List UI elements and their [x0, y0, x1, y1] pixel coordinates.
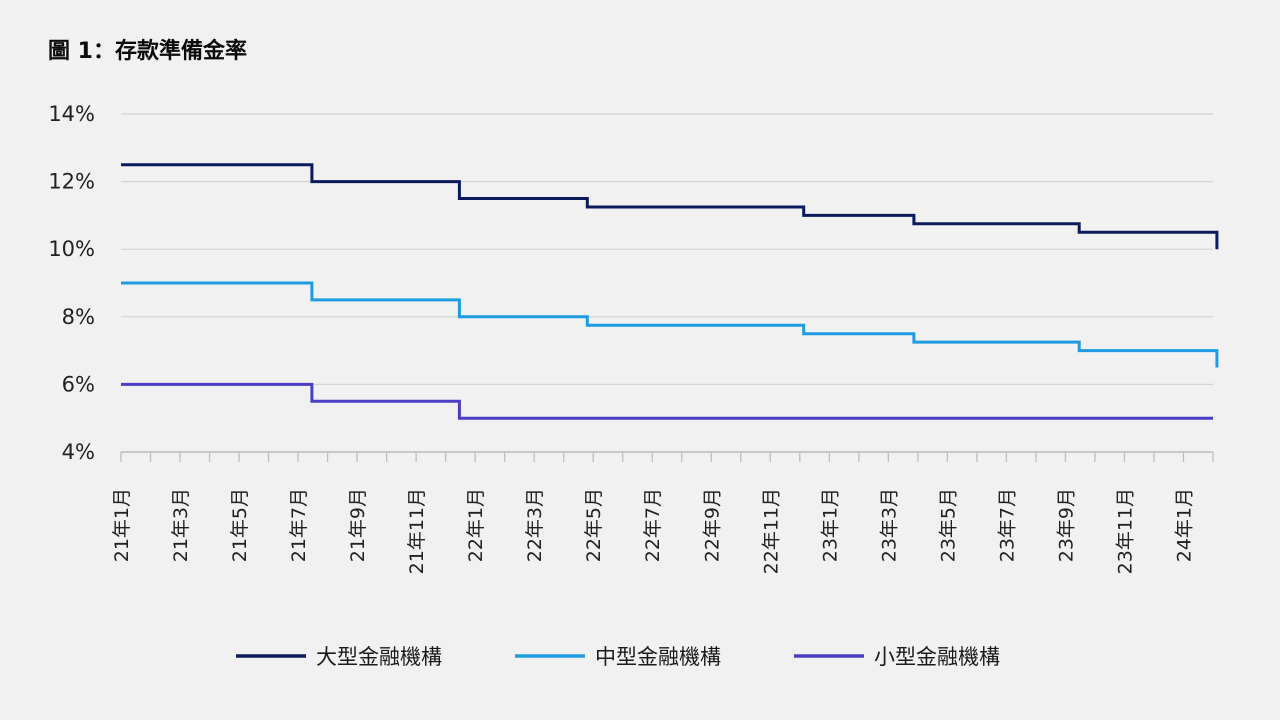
x-tick-label: 23年3月 [878, 488, 900, 562]
y-axis: 4% 6% 8% 10% 12% 14% [48, 102, 95, 464]
legend-label: 大型金融機構 [316, 645, 442, 669]
series-line-1 [121, 163, 1219, 250]
x-tick-label: 23年5月 [937, 488, 959, 562]
x-tick-label: 21年7月 [288, 488, 310, 562]
series-line-2 [121, 281, 1219, 368]
legend: 大型金融機構 中型金融機構 小型金融機構 [236, 645, 1000, 669]
x-tick-label: 23年9月 [1055, 488, 1077, 562]
y-tick-label: 6% [62, 372, 95, 396]
x-tick-label: 23年1月 [819, 488, 841, 562]
x-tick-label: 22年1月 [465, 488, 487, 562]
x-tick-label: 23年7月 [996, 488, 1018, 562]
x-tick-label: 22年5月 [583, 488, 605, 562]
x-axis: 21年1月 21年3月 21年5月 21年7月 21年9月 21年11月 22年1月 22年3… [111, 451, 1214, 574]
x-tick-label: 21年11月 [406, 488, 428, 574]
series-layer [121, 163, 1219, 420]
y-tick-label: 14% [48, 102, 95, 126]
x-tick-label: 24年1月 [1173, 488, 1195, 562]
y-tick-label: 10% [48, 237, 95, 261]
x-tick-label: 22年3月 [524, 488, 546, 562]
x-tick-label: 21年1月 [111, 488, 133, 562]
series-line-3 [121, 382, 1213, 420]
legend-label: 小型金融機構 [874, 645, 1000, 669]
x-tick-label: 21年5月 [229, 488, 251, 562]
x-tick-label: 22年9月 [701, 488, 723, 562]
y-tick-label: 12% [48, 170, 95, 194]
y-tick-label: 4% [62, 440, 95, 464]
x-tick-label: 22年7月 [642, 488, 664, 562]
x-tick-label: 21年9月 [347, 488, 369, 562]
x-tick-label: 23年11月 [1114, 488, 1136, 574]
chart-title: 圖 1：存款準備金率 [48, 39, 247, 64]
x-tick-label: 22年11月 [760, 488, 782, 574]
legend-label: 中型金融機構 [595, 645, 721, 669]
x-tick-label: 21年3月 [170, 488, 192, 562]
y-tick-label: 8% [62, 305, 95, 329]
